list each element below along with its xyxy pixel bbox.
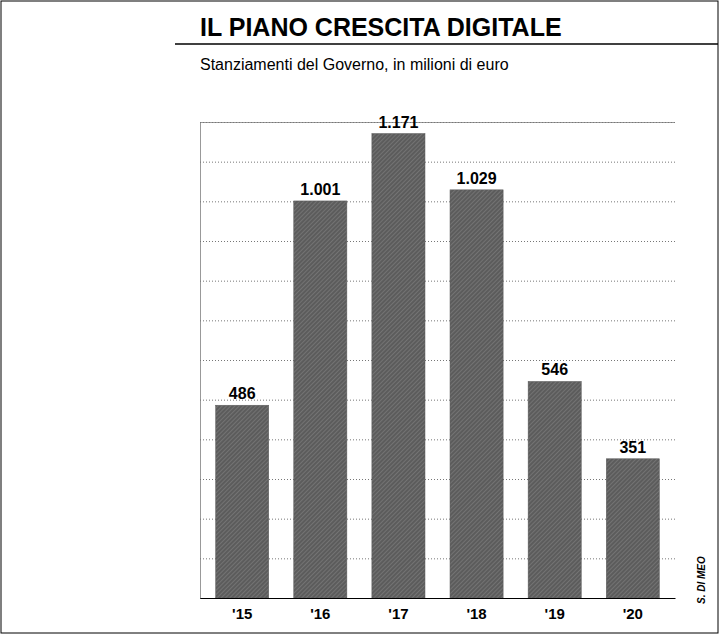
grid-tick <box>200 162 675 163</box>
x-tick-label: '20 <box>623 605 643 622</box>
bars <box>216 134 660 598</box>
bar <box>372 134 425 598</box>
x-tick-label: '16 <box>310 605 330 622</box>
y-axis-line <box>201 123 676 599</box>
grid-tick <box>200 360 675 361</box>
grid-tick <box>200 519 675 520</box>
bar <box>294 201 347 598</box>
bar <box>606 459 659 598</box>
grid-line <box>200 122 675 123</box>
grid-line <box>200 439 675 440</box>
credit: S. DI MEO <box>696 556 707 604</box>
grid-tick <box>200 241 675 242</box>
grid-line <box>200 479 675 480</box>
x-tick: '20 <box>623 598 643 622</box>
grid-tick <box>200 281 675 282</box>
plot: 4861.0011.1711.029546351'15'16'17'18'19'… <box>200 114 676 622</box>
data-label: 1.029 <box>457 170 497 187</box>
grid-tick <box>200 439 675 440</box>
data-label: 351 <box>619 439 646 456</box>
grid-line <box>200 201 675 202</box>
grid-line <box>200 320 675 321</box>
title: IL PIANO CRESCITA DIGITALE <box>200 13 562 41</box>
grid-tick <box>200 400 675 401</box>
frame <box>1 1 718 633</box>
x-tick: '15 <box>232 598 252 622</box>
x-axis-line <box>201 598 676 599</box>
subtitle: Stanziamenti del Governo, in milioni di … <box>200 56 509 73</box>
grid-tick <box>200 201 675 202</box>
grid-line <box>200 598 675 599</box>
x-tick-label: '19 <box>545 605 565 622</box>
data-label: 546 <box>541 361 568 378</box>
grid-line <box>200 519 675 520</box>
data-label: 1.171 <box>378 114 418 131</box>
grid-line <box>200 241 675 242</box>
grid-tick <box>200 122 675 123</box>
x-tick: '18 <box>466 598 486 622</box>
x-tick: '19 <box>545 598 565 622</box>
x-tick: '17 <box>388 598 408 622</box>
grid-tick <box>200 598 675 599</box>
data-label: 486 <box>229 385 256 402</box>
x-tick-label: '18 <box>466 605 486 622</box>
grid-tick <box>200 320 675 321</box>
grid-line <box>200 558 675 559</box>
grid-line <box>200 281 675 282</box>
data-label: 1.001 <box>300 181 340 198</box>
bar <box>528 381 581 598</box>
grid-line <box>200 360 675 361</box>
grid-tick <box>200 558 675 559</box>
grid-tick <box>200 479 675 480</box>
y-axis <box>200 123 675 599</box>
data-labels: 486 1.001 1.171 1.029 546 351 <box>229 114 646 456</box>
grid-line <box>200 162 675 163</box>
x-tick: '16 <box>310 598 330 622</box>
title-rule <box>175 43 718 45</box>
x-tick-label: '17 <box>388 605 408 622</box>
bar <box>216 405 269 598</box>
x-tick-label: '15 <box>232 605 252 622</box>
grid-line <box>200 400 675 401</box>
bar <box>450 190 503 598</box>
x-axis: '15 '16 '17 '18 '19 '20 <box>201 598 676 622</box>
chart: IL PIANO CRESCITA DIGITALE Stanziamenti d… <box>0 0 719 634</box>
